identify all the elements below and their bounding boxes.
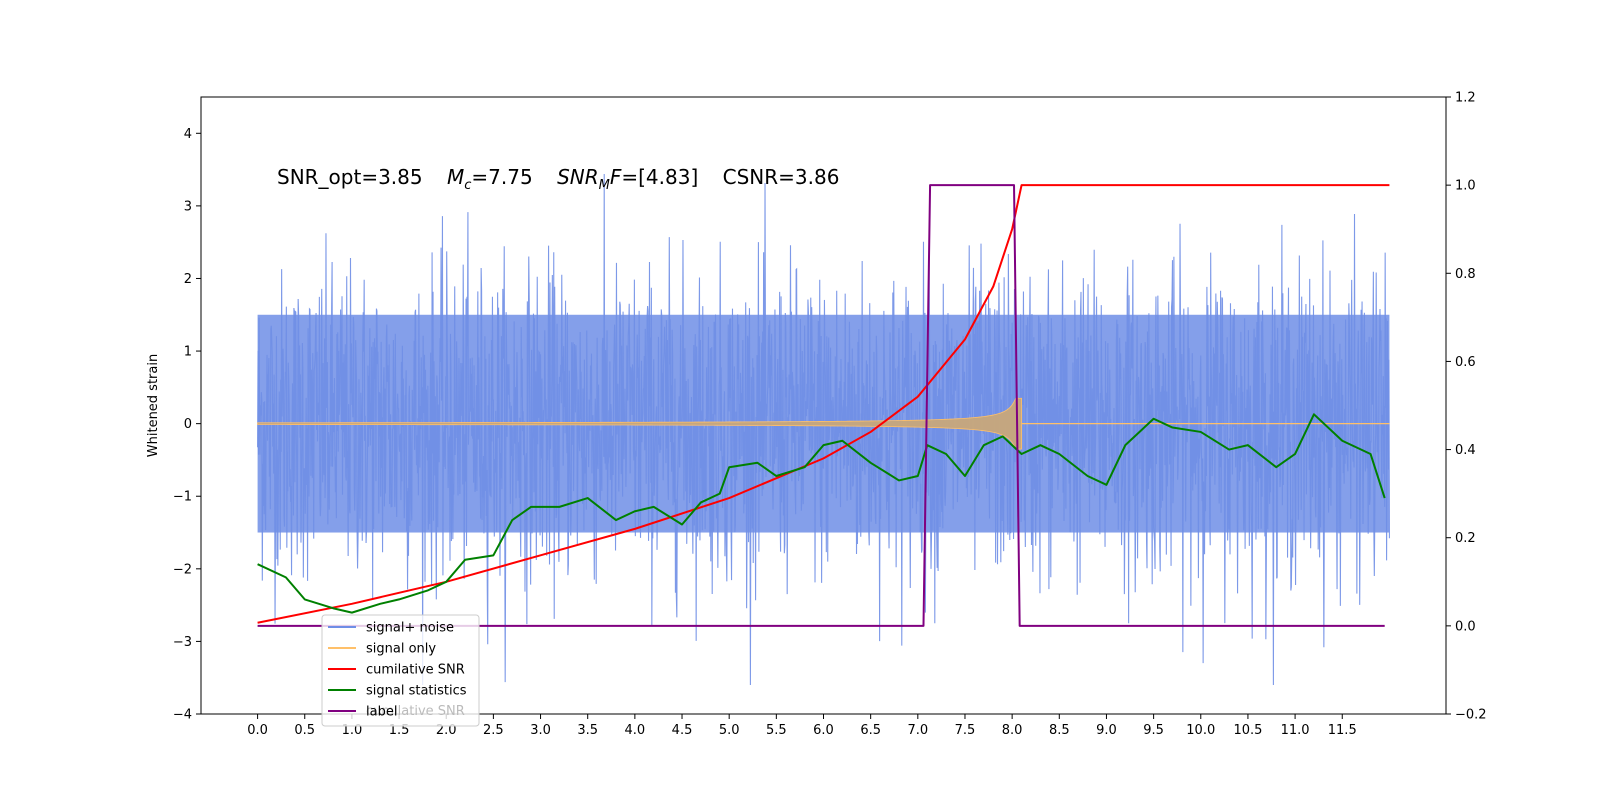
y-tick-label: −1: [173, 490, 192, 505]
x-tick-label: 10.5: [1233, 723, 1262, 738]
y2-tick-label: 0.0: [1455, 619, 1476, 634]
x-tick-label: 9.0: [1096, 723, 1117, 738]
snrmf-symbol: SNR: [557, 165, 599, 189]
signal-plus-noise-series: [257, 174, 1390, 685]
x-tick-label: 4.5: [672, 723, 693, 738]
mc-value: =7.75: [471, 165, 532, 189]
snrmf-value: =[4.83]: [621, 165, 698, 189]
x-tick-label: 6.5: [860, 723, 881, 738]
x-tick-label: 10.0: [1186, 723, 1215, 738]
y-axis-label: Whitened strain: [146, 354, 161, 457]
y-tick-label: −2: [173, 562, 192, 577]
x-tick-label: 8.5: [1049, 723, 1070, 738]
snr-annotation: SNR_opt=3.85 Mc=7.75 SNRMF=[4.83] CSNR=3…: [277, 165, 839, 193]
legend-entry-label: signal only: [366, 642, 436, 657]
legend-ghost-text: cumilative SNR: [366, 704, 465, 719]
x-tick-label: 0.0: [247, 723, 268, 738]
x-tick-label: 2.0: [436, 723, 457, 738]
snrmf-f: F: [610, 165, 622, 189]
legend-box: [321, 614, 480, 727]
x-tick-label: 8.0: [1002, 723, 1023, 738]
x-tick-label: 4.0: [625, 723, 646, 738]
y-tick-label: −3: [173, 635, 192, 650]
series-line-signal-statistics: [257, 413, 1386, 614]
legend-entry-label: signal statistics: [366, 684, 467, 699]
x-tick-label: 0.5: [294, 723, 315, 738]
y2-tick-label: 0.8: [1455, 267, 1476, 282]
x-tick-label: 1.0: [342, 723, 363, 738]
x-tick-label: 11.5: [1328, 723, 1357, 738]
x-tick-label: 9.5: [1143, 723, 1164, 738]
mc-subscript: c: [464, 178, 471, 193]
x-tick-label: 7.5: [955, 723, 976, 738]
x-tick-label: 1.5: [389, 723, 410, 738]
legend-entry-label: cumilative SNR: [366, 663, 465, 678]
legend: cumilative SNR signal+ noise signal only cu…: [321, 614, 480, 727]
y-tick-label: 4: [184, 127, 192, 142]
y2-tick-label: 0.6: [1455, 355, 1476, 370]
y2-tick-label: 0.4: [1455, 443, 1476, 458]
csnr-text: CSNR=3.86: [723, 165, 840, 189]
x-tick-label: 3.0: [530, 723, 551, 738]
y-tick-label: −4: [173, 708, 192, 723]
right-axis-series-group: [257, 184, 1390, 627]
snrmf-subscript: M: [599, 178, 610, 193]
signal-only-series: [257, 397, 1022, 450]
y2-tick-label: 0.2: [1455, 531, 1476, 546]
y2-tick-label: 1.0: [1455, 179, 1476, 194]
series-line-label: [257, 184, 1385, 627]
legend-entry-label: signal+ noise: [366, 621, 454, 636]
mc-symbol: M: [447, 165, 464, 189]
y-axis-right: −0.2 0.0 0.2 0.4 0.6 0.8 1.0 1.2: [1446, 91, 1487, 723]
x-tick-label: 7.0: [907, 723, 928, 738]
y-axis-left: −4 −3 −2 −1 0 1 2 3 4: [173, 127, 201, 723]
x-tick-label: 5.5: [766, 723, 787, 738]
snr-opt-text: SNR_opt=3.85: [277, 165, 423, 189]
y-tick-label: 0: [184, 417, 192, 432]
legend-entry-label: label: [366, 705, 397, 720]
x-tick-label: 6.0: [813, 723, 834, 738]
y2-tick-label: 1.2: [1455, 91, 1476, 106]
x-tick-label: 11.0: [1281, 723, 1310, 738]
x-tick-label: 3.5: [577, 723, 598, 738]
x-tick-label: 5.0: [719, 723, 740, 738]
x-tick-label: 2.5: [483, 723, 504, 738]
y-tick-label: 3: [184, 199, 192, 214]
y2-tick-label: −0.2: [1455, 708, 1487, 723]
series-line-cumilative-snr: [257, 184, 1390, 624]
x-axis: 0.0 0.5 1.0 1.5 2.0 2.5 3.0 3.5 4.0 4.5 5.0 5.5 6.0 6…: [247, 714, 1357, 738]
y-tick-label: 1: [184, 345, 192, 360]
y-tick-label: 2: [184, 272, 192, 287]
